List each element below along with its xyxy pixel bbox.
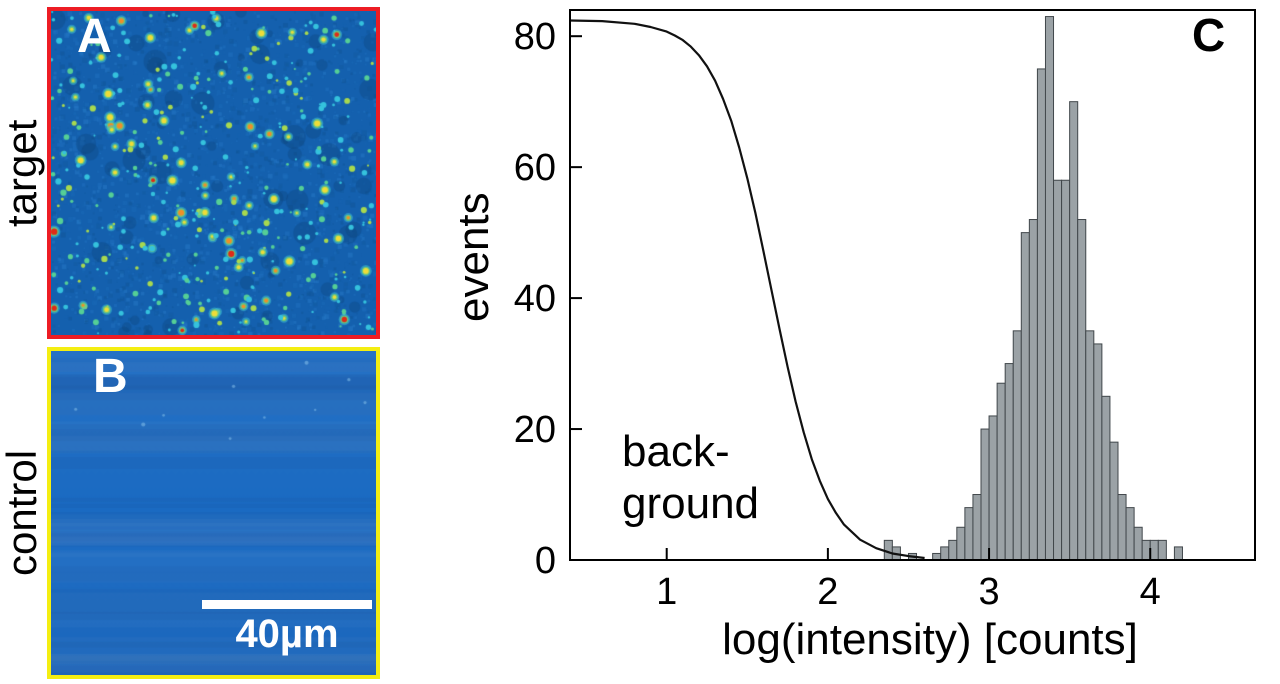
- histogram-bar: [1036, 68, 1046, 561]
- histogram-bar: [1125, 507, 1135, 561]
- histogram-bar: [1133, 526, 1143, 561]
- panel-b-label: B: [93, 350, 128, 403]
- row-label-control: control: [0, 449, 45, 577]
- histogram-bar: [1173, 546, 1183, 561]
- histogram-bar: [1093, 343, 1103, 561]
- histogram-bar: [1020, 232, 1030, 561]
- histogram-bar: [940, 546, 950, 561]
- x-tick-label: 1: [656, 571, 677, 613]
- histogram-bar: [1149, 539, 1159, 561]
- histogram-bar: [1077, 219, 1087, 561]
- histogram-bar: [1012, 330, 1022, 561]
- histogram-bar: [948, 539, 958, 561]
- background-curve: [569, 19, 925, 560]
- x-tick-label: 2: [817, 571, 838, 613]
- histogram-bar: [964, 507, 974, 561]
- histogram-bar: [1117, 494, 1127, 561]
- histogram-bar: [1053, 179, 1063, 561]
- histogram-bar: [988, 415, 998, 561]
- y-tick-label: 0: [535, 540, 556, 582]
- histogram-bar: [1141, 539, 1151, 561]
- histogram-bar: [956, 526, 966, 561]
- histogram-bar: [996, 382, 1006, 561]
- histogram-bar: [1061, 179, 1071, 561]
- y-tick-label: 60: [514, 147, 556, 189]
- panel-a-label: A: [77, 10, 112, 63]
- histogram-bar: [1069, 101, 1079, 561]
- y-tick-label: 80: [514, 16, 556, 58]
- histogram-bar: [1004, 363, 1014, 561]
- x-axis-label: log(intensity) [counts]: [722, 615, 1138, 664]
- scale-bar: [202, 600, 372, 609]
- row-label-target: target: [0, 119, 45, 227]
- background-annotation-line1: back-: [622, 427, 730, 476]
- x-tick-label: 4: [1140, 571, 1161, 613]
- background-annotation-line2: ground: [622, 478, 760, 528]
- plot-box: [569, 9, 1256, 561]
- target-microscopy-image: [51, 11, 376, 335]
- histogram-bar: [972, 494, 982, 561]
- panel-c-label: C: [1192, 9, 1226, 61]
- scale-bar-label: 40µm: [235, 612, 339, 656]
- control-microscopy-image: [51, 351, 376, 675]
- control-panel: B 40µm: [47, 347, 380, 679]
- y-tick-label: 40: [514, 278, 556, 320]
- histogram-bar: [1101, 395, 1111, 561]
- histogram-bar: [1157, 539, 1167, 561]
- histogram-bar: [1085, 330, 1095, 561]
- target-panel: A: [47, 7, 380, 339]
- y-tick-label: 20: [514, 409, 556, 451]
- y-axis-label: events: [449, 192, 498, 323]
- background-annotation: back- ground: [622, 426, 759, 530]
- histogram-bar: [1028, 219, 1038, 561]
- histogram-bar: [980, 428, 990, 561]
- histogram-bar: [1044, 16, 1055, 561]
- x-tick-label: 3: [978, 571, 999, 613]
- histogram-bar: [1109, 441, 1119, 561]
